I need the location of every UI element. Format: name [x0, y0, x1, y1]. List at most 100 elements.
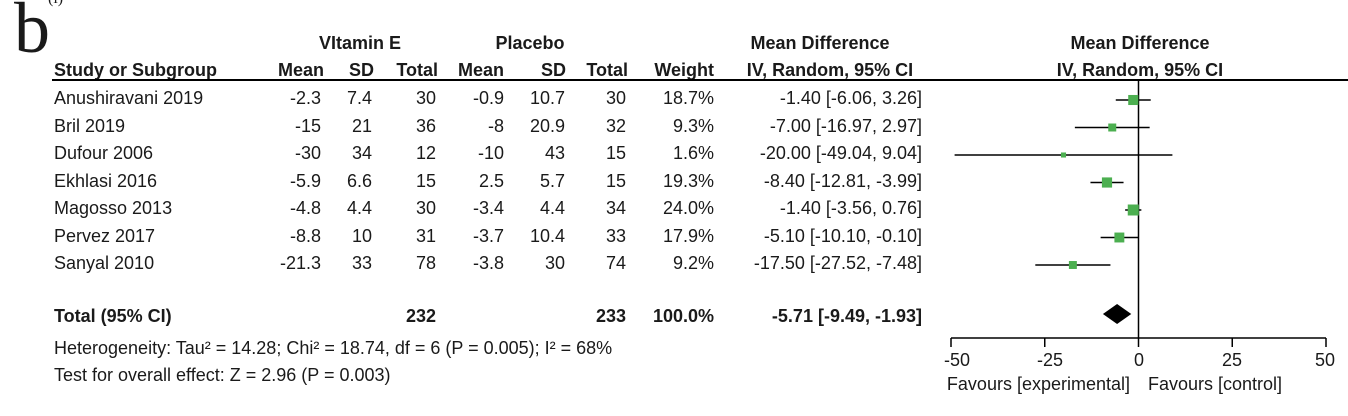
sd1-cell: 6.6	[346, 170, 372, 191]
study-marker	[1108, 123, 1117, 132]
sd2-cell: 43	[544, 143, 565, 163]
md-left-sub: IV, Random, 95% CI	[746, 60, 914, 80]
total1-cell: 12	[415, 143, 436, 163]
pooled-diamond	[1102, 304, 1132, 324]
sd2-cell: 10.4	[529, 225, 565, 246]
study-marker	[1127, 204, 1139, 216]
total-weight: 100.0%	[652, 306, 714, 326]
sd1-cell: 34	[351, 143, 372, 163]
total-ci: -5.71 [-9.49, -1.93]	[771, 306, 922, 326]
mean1-cell: -21.3	[279, 253, 321, 273]
total2-cell: 33	[605, 225, 626, 246]
ci-cell: -5.10 [-10.10, -0.10]	[763, 225, 922, 246]
study-marker	[1114, 232, 1125, 243]
weight-cell: 1.6%	[672, 143, 714, 163]
mean1-header: Mean	[277, 60, 324, 80]
ci-cell: -1.40 [-6.06, 3.26]	[779, 88, 922, 108]
ci-cell: -17.50 [-27.52, -7.48]	[753, 253, 922, 273]
sd1-cell: 33	[351, 253, 372, 273]
mean2-cell: -0.9	[472, 88, 504, 108]
x-tick-label: 50	[1314, 350, 1336, 370]
study-header: Study or Subgroup	[54, 60, 217, 80]
favours-left-label: Favours [experimental]	[946, 374, 1130, 394]
mean1-cell: -15	[294, 115, 321, 136]
sd2-cell: 5.7	[539, 170, 565, 191]
header-rule	[52, 79, 1348, 81]
study-name: Anushiravani 2019	[54, 88, 204, 108]
total2-header: Total	[586, 60, 628, 80]
total1-header: Total	[396, 60, 438, 80]
md-right-title: Mean Difference	[1070, 33, 1210, 53]
x-tick-label: 0	[1133, 350, 1144, 370]
study-name: Bril 2019	[54, 115, 126, 136]
study-name: Ekhlasi 2016	[54, 170, 158, 191]
heterogeneity-text: Heterogeneity: Tau² = 14.28; Chi² = 18.7…	[54, 338, 613, 358]
total1-cell: 31	[415, 225, 436, 246]
sd1-cell: 10	[351, 225, 372, 246]
corner-label: (i)	[48, 0, 63, 8]
total2-sum: 233	[595, 306, 626, 326]
sd2-cell: 30	[544, 253, 565, 273]
sd2-cell: 10.7	[529, 88, 565, 108]
ci-cell: -8.40 [-12.81, -3.99]	[763, 170, 922, 191]
group2-header: Placebo	[495, 33, 565, 53]
total2-cell: 32	[605, 115, 626, 136]
x-tick-label: 25	[1221, 350, 1243, 370]
mean2-cell: -10	[477, 143, 504, 163]
total2-cell: 15	[605, 170, 626, 191]
weight-cell: 9.2%	[672, 253, 714, 273]
total1-cell: 78	[415, 253, 436, 273]
total1-cell: 30	[415, 198, 436, 218]
ci-cell: -20.00 [-49.04, 9.04]	[759, 143, 922, 163]
weight-cell: 19.3%	[662, 170, 714, 191]
total1-cell: 36	[415, 115, 436, 136]
overall-effect-text: Test for overall effect: Z = 2.96 (P = 0…	[54, 365, 391, 385]
sd2-cell: 20.9	[529, 115, 565, 136]
total2-cell: 15	[605, 143, 626, 163]
sd1-header: SD	[348, 60, 374, 80]
study-marker	[1101, 177, 1113, 188]
mean2-cell: -3.4	[472, 198, 504, 218]
total-label: Total (95% CI)	[54, 306, 172, 326]
total2-cell: 74	[605, 253, 626, 273]
sd1-cell: 21	[351, 115, 372, 136]
mean2-header: Mean	[457, 60, 504, 80]
weight-cell: 17.9%	[662, 225, 714, 246]
mean1-cell: -8.8	[289, 225, 321, 246]
sd2-header: SD	[540, 60, 566, 80]
weight-cell: 18.7%	[662, 88, 714, 108]
panel-label: b	[14, 0, 50, 68]
weight-cell: 9.3%	[672, 115, 714, 136]
mean1-cell: -2.3	[289, 88, 321, 108]
ci-cell: -1.40 [-3.56, 0.76]	[779, 198, 922, 218]
study-name: Magosso 2013	[54, 198, 173, 218]
mean1-cell: -4.8	[289, 198, 321, 218]
mean1-cell: -30	[294, 143, 321, 163]
ci-cell: -7.00 [-16.97, 2.97]	[769, 115, 922, 136]
total1-cell: 30	[415, 88, 436, 108]
weight-cell: 24.0%	[662, 198, 714, 218]
study-name: Sanyal 2010	[54, 253, 155, 273]
study-name: Pervez 2017	[54, 225, 156, 246]
mean1-cell: -5.9	[289, 170, 321, 191]
x-tick-label: -50	[943, 350, 970, 370]
total2-cell: 34	[605, 198, 626, 218]
total1-sum: 232	[405, 306, 436, 326]
mean2-cell: -8	[487, 115, 504, 136]
x-tick-label: -25	[1036, 350, 1063, 370]
sd2-cell: 4.4	[539, 198, 565, 218]
study-marker	[1060, 152, 1067, 158]
study-marker	[1068, 261, 1077, 269]
md-right-sub: IV, Random, 95% CI	[1056, 60, 1224, 80]
mean2-cell: 2.5	[478, 170, 504, 191]
mean2-cell: -3.8	[472, 253, 504, 273]
study-name: Dufour 2006	[54, 143, 154, 163]
favours-right-label: Favours [control]	[1148, 374, 1283, 394]
weight-header: Weight	[654, 60, 714, 80]
mean2-cell: -3.7	[472, 225, 504, 246]
total1-cell: 15	[415, 170, 436, 191]
group1-header: VItamin E	[318, 33, 402, 53]
sd1-cell: 4.4	[346, 198, 372, 218]
study-marker	[1128, 94, 1139, 106]
